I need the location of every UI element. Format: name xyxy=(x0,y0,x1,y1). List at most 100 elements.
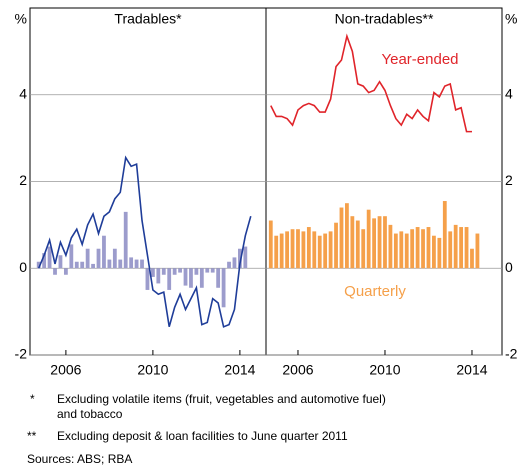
bar xyxy=(205,268,210,273)
bar xyxy=(361,229,366,269)
bar xyxy=(232,257,237,269)
bar xyxy=(210,268,215,273)
bar xyxy=(317,235,322,269)
x-tick-label: 2014 xyxy=(224,362,255,378)
bar xyxy=(453,224,458,269)
bar xyxy=(470,248,474,269)
bar xyxy=(58,255,63,269)
bar xyxy=(399,231,404,269)
bar xyxy=(393,233,398,269)
bar xyxy=(383,216,387,269)
bar xyxy=(437,237,442,269)
bar xyxy=(42,253,47,269)
bar xyxy=(372,218,377,269)
bar xyxy=(140,259,144,269)
bar xyxy=(156,268,161,284)
bar xyxy=(388,224,393,269)
bar xyxy=(366,209,371,269)
bar xyxy=(129,257,134,269)
bar xyxy=(91,263,95,269)
bar xyxy=(410,229,415,269)
y-tick-label: -2 xyxy=(15,346,28,362)
bar xyxy=(464,227,469,269)
bar xyxy=(426,227,431,269)
bar xyxy=(102,235,106,269)
bar xyxy=(96,248,101,269)
bar xyxy=(442,201,447,269)
footnote: Excluding deposit & loan facilities to J… xyxy=(57,429,348,443)
bar xyxy=(334,222,338,269)
x-tick-label: 2006 xyxy=(50,362,81,378)
bar xyxy=(323,233,328,269)
bar xyxy=(274,235,279,269)
bar xyxy=(161,268,166,275)
y-tick-label: 4 xyxy=(19,85,27,101)
sources: Sources: ABS; RBA xyxy=(27,452,132,466)
bar xyxy=(85,248,90,269)
bar xyxy=(237,248,242,269)
panel-title: Tradables* xyxy=(114,11,182,27)
footnote-marker: ** xyxy=(27,429,37,443)
bar xyxy=(134,259,139,269)
bar xyxy=(216,268,221,288)
bar xyxy=(243,246,248,269)
x-tick-label: 2010 xyxy=(369,362,400,378)
series-label: Quarterly xyxy=(344,283,406,300)
bar xyxy=(421,229,425,269)
bar xyxy=(80,261,85,269)
y-tick-label: 0 xyxy=(505,259,513,275)
bar xyxy=(290,229,295,269)
bar xyxy=(145,268,150,290)
bar xyxy=(118,259,123,269)
line xyxy=(37,155,252,328)
bar xyxy=(377,216,382,269)
x-tick-label: 2006 xyxy=(282,362,313,378)
bar xyxy=(415,227,420,269)
bar xyxy=(345,203,349,269)
bar xyxy=(53,268,57,275)
bar xyxy=(47,246,52,269)
bar xyxy=(432,235,436,269)
bar xyxy=(69,244,74,269)
bar xyxy=(123,211,128,269)
bar xyxy=(475,233,480,269)
bar xyxy=(296,229,300,269)
bar xyxy=(178,268,182,273)
bar xyxy=(194,268,199,275)
bar xyxy=(36,261,41,269)
bar xyxy=(63,268,68,275)
bar xyxy=(350,216,355,269)
bar xyxy=(172,268,177,275)
footnote-marker: * xyxy=(30,392,35,406)
line xyxy=(270,33,472,133)
bar xyxy=(74,261,79,269)
footnote: and tobacco xyxy=(57,407,123,421)
y-axis-unit: % xyxy=(15,11,27,27)
panel-title: Non-tradables** xyxy=(335,11,434,27)
bar xyxy=(355,220,360,269)
bar xyxy=(404,233,409,269)
bar xyxy=(459,227,464,269)
bar xyxy=(285,231,289,269)
bar xyxy=(301,231,306,269)
y-tick-label: 0 xyxy=(19,259,27,275)
bar xyxy=(312,231,317,269)
bar xyxy=(167,268,172,290)
bar xyxy=(112,248,117,269)
bar xyxy=(107,259,112,269)
y-tick-label: 2 xyxy=(19,172,27,188)
series-label: Year-ended xyxy=(381,51,458,68)
bar xyxy=(268,220,273,269)
y-tick-label: 2 xyxy=(505,172,513,188)
bar xyxy=(306,227,311,269)
x-tick-label: 2014 xyxy=(456,362,487,378)
bar xyxy=(221,268,226,308)
bar xyxy=(328,231,333,269)
y-tick-label: -2 xyxy=(505,346,518,362)
bar xyxy=(227,261,231,269)
bar xyxy=(199,268,204,288)
x-tick-label: 2010 xyxy=(137,362,168,378)
bar xyxy=(448,231,453,269)
y-tick-label: 4 xyxy=(505,85,513,101)
